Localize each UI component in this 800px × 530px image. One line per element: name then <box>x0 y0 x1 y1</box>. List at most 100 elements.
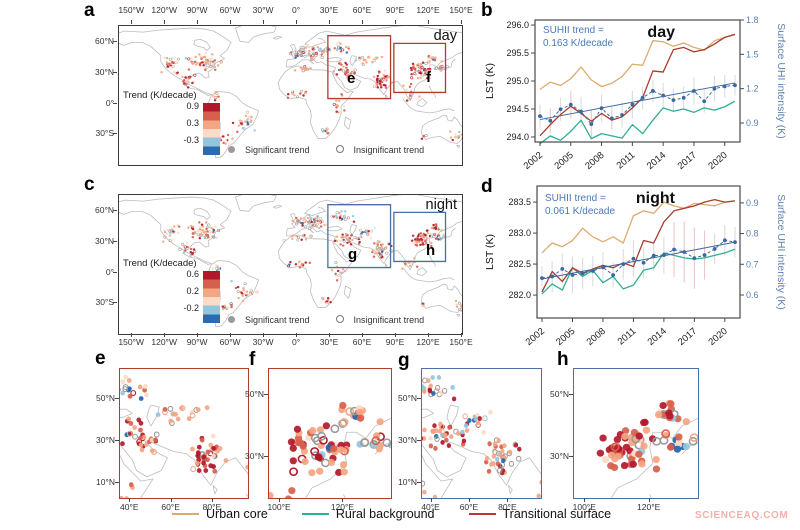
significant-label: Significant trend <box>245 315 310 325</box>
regional-lon-tick <box>507 498 509 502</box>
regional-lon-tick-label: 100°E <box>572 502 596 512</box>
lon-tick-label: 120°E <box>416 5 440 15</box>
colorbar-night-tick-2: 0.2 <box>186 286 199 296</box>
region-box-label-e: e <box>347 70 356 87</box>
svg-text:2008: 2008 <box>583 150 606 172</box>
legend-item-rural-background: Rural background <box>301 507 435 521</box>
colorbar-night-tick-3: -0.2 <box>183 303 199 313</box>
regional-lat-tick-label: 50°N <box>398 392 417 403</box>
lon-tick-label: 30°W <box>252 5 274 15</box>
lat-tick-label: 30°S <box>95 128 114 139</box>
svg-text:2011: 2011 <box>615 150 638 172</box>
series-legend: Urban core Rural background Transitional… <box>172 507 611 521</box>
lon-tick <box>461 20 462 24</box>
panel-label-d: d <box>481 176 493 197</box>
regional-lat-tick-label: 50°N <box>245 389 264 400</box>
lon-tick-label: 60°E <box>352 337 372 347</box>
regional-lon-tick <box>279 498 281 502</box>
regional-map-h <box>573 368 699 499</box>
significant-dot-icon <box>228 315 239 325</box>
watermark: SCIENCEAQ.COM <box>695 510 789 521</box>
svg-text:2017: 2017 <box>676 150 699 172</box>
colorbar-night-title: Trend (K/decade) <box>123 258 197 269</box>
regional-lon-tick-label: 80°E <box>498 502 517 512</box>
chart-mode-label-night: night <box>635 190 675 207</box>
regional-lon-tick-label: 80°E <box>202 502 222 512</box>
panel-label-g: g <box>398 350 410 371</box>
legend-item-transitional-surface: Transitional surface <box>468 507 611 521</box>
regional-lat-tick <box>417 439 421 441</box>
lon-tick-label: 150°W <box>118 5 144 15</box>
regional-lat-tick-label: 30°N <box>550 451 569 462</box>
transitional-surface-line-icon <box>468 513 496 515</box>
lon-tick-label: 90°W <box>186 337 208 347</box>
map-legend-day: Significant trend Insignificant trend <box>228 145 424 155</box>
regional-lat-tick-label: 50°N <box>550 389 569 400</box>
svg-text:2005: 2005 <box>552 150 575 172</box>
lat-tick <box>113 302 117 304</box>
panel-label-b: b <box>481 0 493 21</box>
series-rural-background <box>539 100 736 145</box>
chart-mode-label-day: day <box>647 24 675 41</box>
regional-lat-tick-label: 30°N <box>96 434 115 445</box>
map-mode-label-night: night <box>425 197 457 213</box>
svg-text:0.7: 0.7 <box>746 259 759 269</box>
regional-lat-tick <box>115 482 119 484</box>
svg-text:294.5: 294.5 <box>506 104 529 114</box>
lon-tick <box>263 333 265 337</box>
svg-text:2020: 2020 <box>707 326 730 348</box>
insignificant-label: Insignificant trend <box>353 145 425 155</box>
region-box-e <box>328 36 391 99</box>
lon-tick-label: 0° <box>292 5 301 15</box>
significant-label: Significant trend <box>245 145 310 155</box>
lon-tick <box>395 20 397 24</box>
lat-tick-label: 30°S <box>95 297 114 308</box>
svg-text:2002: 2002 <box>524 326 547 348</box>
lon-tick <box>395 333 397 337</box>
regional-map-e <box>119 368 249 499</box>
svg-text:2008: 2008 <box>585 326 608 348</box>
lon-tick-label: 30°E <box>319 5 339 15</box>
lon-tick-label: 120°W <box>151 5 177 15</box>
map-mode-label-day: day <box>433 28 457 44</box>
lon-tick-label: 150°E <box>449 337 473 347</box>
lon-tick <box>131 20 133 24</box>
colorbar-day-tick-3: -0.3 <box>183 135 199 145</box>
lon-tick-label: 0° <box>292 337 301 347</box>
regional-lon-tick <box>648 498 650 502</box>
panel-label-f: f <box>249 349 256 370</box>
lon-tick <box>329 20 331 24</box>
chart-axis-frame <box>536 185 741 319</box>
svg-text:2002: 2002 <box>522 150 545 172</box>
svg-text:1.8: 1.8 <box>746 15 759 25</box>
lon-tick <box>428 20 430 24</box>
colorbar-day-gradient <box>203 103 220 155</box>
lat-tick-label: 30°N <box>95 236 114 246</box>
svg-text:0.8: 0.8 <box>746 229 759 239</box>
svg-text:295.5: 295.5 <box>506 48 529 58</box>
regional-lon-tick <box>170 498 172 502</box>
lon-tick <box>263 20 265 24</box>
colorbar-night-gradient <box>203 271 220 323</box>
lat-tick <box>113 133 117 135</box>
lon-tick <box>230 333 232 337</box>
insignificant-label: Insignificant trend <box>353 315 425 325</box>
legend-label: Urban core <box>206 507 268 521</box>
significant-dot-icon <box>228 145 239 155</box>
colorbar-night-tick-1: 0.6 <box>186 269 199 279</box>
chart-night-suhii: 282.0 282.5 283.0 283.5 0.6 0.7 0.8 0.9 2002 2005… <box>484 185 787 348</box>
lon-tick <box>329 333 331 337</box>
colorbar-day: Trend (K/decade) 0.9 0.3 -0.3 <box>123 90 233 162</box>
world-map-night <box>118 194 463 335</box>
colorbar-day-tick-1: 0.9 <box>186 101 199 111</box>
panel-label-c: c <box>84 174 95 195</box>
svg-text:0.9: 0.9 <box>746 118 759 128</box>
regional-lat-tick <box>264 394 268 396</box>
lon-tick <box>230 20 232 24</box>
lon-tick <box>362 20 364 24</box>
regional-lon-tick <box>468 498 470 502</box>
regional-lon-tick <box>342 498 344 502</box>
lon-tick-label: 90°E <box>385 337 405 347</box>
svg-text:294.0: 294.0 <box>506 132 529 142</box>
